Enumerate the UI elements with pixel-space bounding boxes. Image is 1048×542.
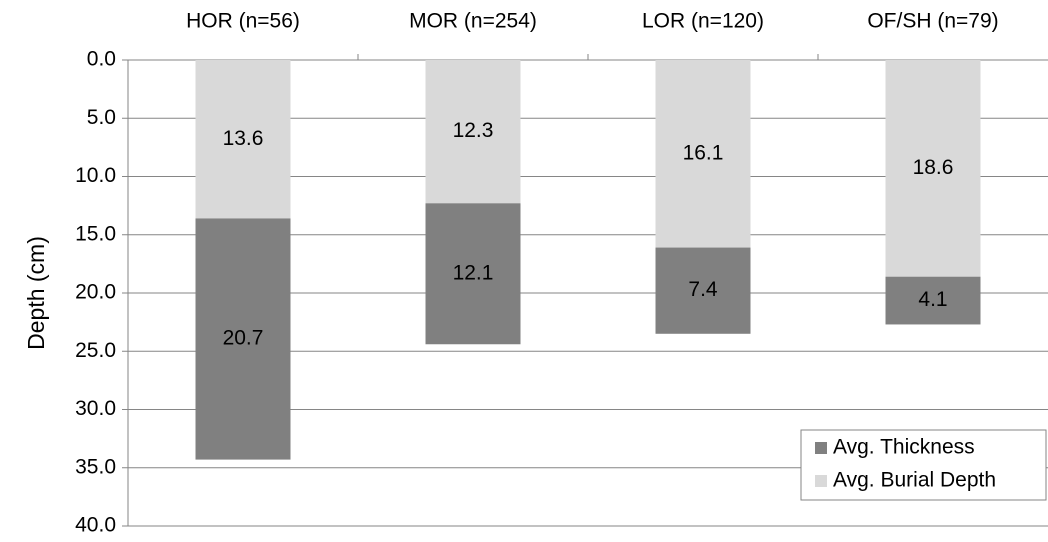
legend-label: Avg. Burial Depth — [833, 469, 996, 492]
y-tick-label: 25.0 — [75, 339, 116, 362]
legend-label: Avg. Thickness — [833, 436, 975, 459]
y-tick-label: 30.0 — [75, 397, 116, 420]
bar-segment — [885, 276, 981, 325]
data-label: 4.1 — [918, 288, 947, 311]
y-tick-label: 20.0 — [75, 281, 116, 304]
data-label: 20.7 — [223, 327, 264, 350]
bar-segment — [655, 60, 751, 248]
data-label: 13.6 — [223, 127, 264, 150]
y-tick-label: 40.0 — [75, 514, 116, 537]
bar-segment — [885, 60, 981, 277]
y-tick-label: 0.0 — [87, 48, 116, 71]
legend-swatch — [815, 475, 827, 487]
y-tick-label: 15.0 — [75, 222, 116, 245]
bar-segment — [195, 60, 291, 219]
y-tick-label: 35.0 — [75, 455, 116, 478]
y-tick-label: 5.0 — [87, 106, 116, 129]
y-axis-label: Depth (cm) — [23, 236, 49, 350]
legend-swatch — [815, 442, 827, 454]
y-tick-label: 10.0 — [75, 164, 116, 187]
legend-box — [800, 429, 1047, 501]
data-label: 18.6 — [913, 156, 954, 179]
x-tick-label: HOR (n=56) — [186, 10, 300, 33]
bar-segment — [195, 218, 291, 460]
x-tick-label: LOR (n=120) — [642, 10, 764, 33]
data-label: 7.4 — [688, 278, 718, 301]
x-tick-label: MOR (n=254) — [409, 10, 537, 33]
data-label: 16.1 — [683, 141, 724, 164]
bar-segment — [425, 203, 521, 345]
x-tick-label: OF/SH (n=79) — [867, 10, 998, 33]
bar-segment — [655, 247, 751, 334]
bar-segment — [425, 60, 521, 204]
data-label: 12.3 — [453, 119, 494, 142]
data-label: 12.1 — [453, 261, 494, 284]
